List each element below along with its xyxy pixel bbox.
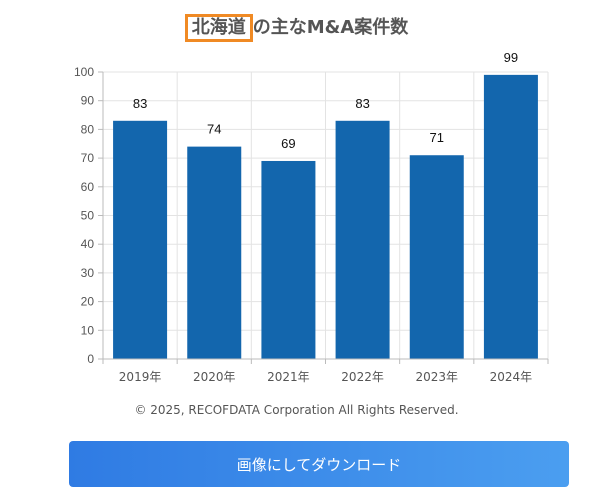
- x-tick-label: 2019年: [119, 370, 162, 384]
- chart-title: 北海道 の主なM&A案件数: [0, 14, 593, 42]
- data-label: 69: [281, 136, 295, 151]
- data-label: 74: [207, 122, 221, 137]
- y-tick-label: 50: [81, 209, 95, 223]
- bar: [261, 160, 316, 359]
- y-tick-label: 70: [81, 151, 95, 165]
- y-tick-label: 90: [81, 94, 95, 108]
- data-label: 99: [504, 50, 518, 65]
- bar: [483, 74, 538, 360]
- grid-lines: [102, 71, 549, 360]
- copyright-text: © 2025, RECOFDATA Corporation All Rights…: [134, 403, 459, 417]
- bar: [113, 120, 168, 359]
- x-tick-label: 2024年: [490, 370, 533, 384]
- y-tick-label: 30: [81, 266, 95, 280]
- title-text: の主なM&A案件数: [252, 17, 409, 38]
- bar: [409, 155, 464, 359]
- x-axis: 2019年 2020年 2021年 2022年 2023年 2024年: [102, 358, 549, 384]
- y-tick-label: 100: [74, 65, 94, 79]
- x-tick-label: 2020年: [193, 370, 236, 384]
- bar: [335, 120, 390, 359]
- data-label: 71: [430, 130, 444, 145]
- x-tick-label: 2022年: [341, 370, 384, 384]
- data-labels: 83 74 69 83 71 99: [133, 50, 518, 151]
- y-tick-label: 0: [87, 352, 94, 366]
- title-highlight: 北海道: [184, 14, 253, 42]
- y-tick-label: 60: [81, 180, 95, 194]
- x-tick-label: 2023年: [415, 370, 458, 384]
- y-tick-label: 80: [81, 122, 95, 136]
- data-label: 83: [133, 96, 147, 111]
- y-tick-label: 10: [81, 323, 95, 337]
- y-axis: 0 10 20 30 40 50 60 70 80 90 100: [74, 65, 104, 366]
- bar-chart: 0 10 20 30 40 50 60 70 80 90 100 83 74 69 83 71 99 2019…: [74, 50, 549, 384]
- x-tick-label: 2021年: [267, 370, 310, 384]
- y-tick-label: 20: [81, 295, 95, 309]
- bar: [187, 146, 242, 359]
- data-label: 83: [355, 96, 369, 111]
- download-image-button[interactable]: 画像にしてダウンロード: [69, 441, 569, 487]
- y-tick-label: 40: [81, 237, 95, 251]
- bars: [113, 74, 538, 360]
